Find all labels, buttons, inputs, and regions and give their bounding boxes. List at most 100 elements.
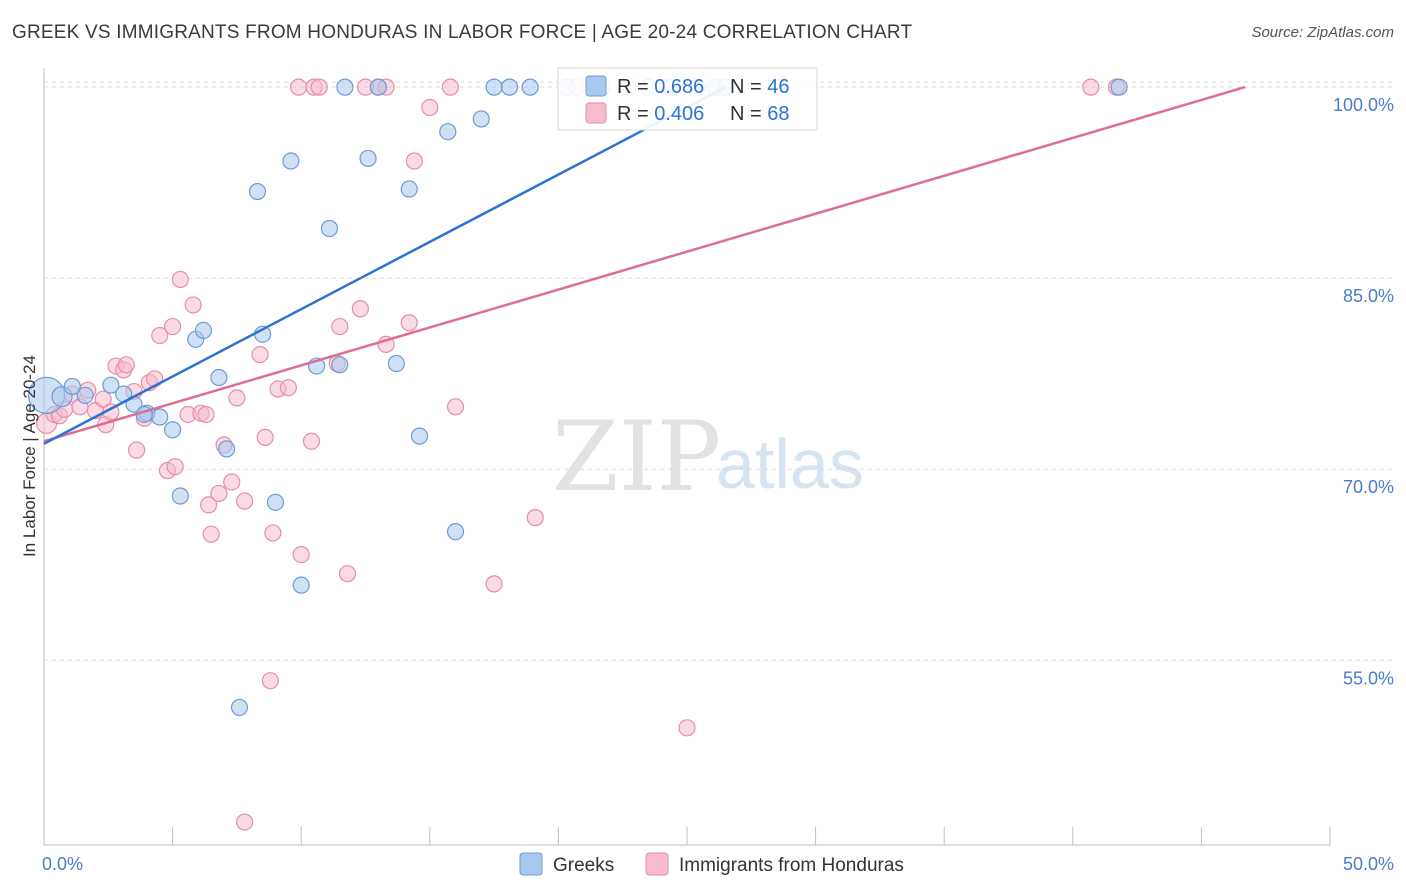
honduras-point-50	[351, 300, 369, 318]
honduras-point-59	[485, 575, 503, 593]
greeks-point-14	[218, 440, 236, 458]
honduras-point-18	[145, 370, 164, 388]
honduras-point-27	[197, 405, 215, 424]
stats-legend: R = 0.686 N = 46 R = 0.406 N = 68	[557, 67, 818, 131]
honduras-point-56	[421, 98, 439, 117]
honduras-point-13	[117, 356, 135, 374]
greeks-point-10	[171, 487, 189, 505]
greeks-point-13	[210, 368, 228, 387]
honduras-point-65	[1082, 78, 1100, 96]
honduras-r-label: R =	[617, 103, 654, 125]
honduras-n-label: N =	[730, 103, 767, 125]
greeks-point-15	[230, 698, 249, 717]
greeks-point-4	[102, 376, 120, 394]
bottom-legend-label-greeks: Greeks	[553, 855, 614, 876]
greeks-point-28	[400, 180, 418, 198]
greeks-point-24	[336, 78, 354, 96]
honduras-point-37	[256, 428, 274, 446]
legend-swatch-greeks	[585, 75, 607, 97]
honduras-point-55	[400, 314, 418, 332]
greeks-point-2	[63, 377, 81, 396]
honduras-point-25	[184, 296, 202, 314]
honduras-point-39	[264, 524, 282, 542]
honduras-point-54	[405, 152, 423, 170]
y-tick-label-1: 70.0%	[1343, 477, 1394, 497]
greeks-point-20	[292, 576, 310, 594]
honduras-point-23	[171, 270, 189, 289]
bottom-legend-label-honduras: Immigrants from Honduras	[679, 855, 904, 876]
greeks-point-44	[1110, 78, 1128, 96]
greeks-point-22	[320, 219, 339, 238]
greeks-point-3	[76, 386, 94, 404]
greeks-point-32	[472, 110, 490, 128]
svg-text:R = 0.686: R = 0.686	[617, 76, 704, 98]
greeks-r-label: R =	[617, 76, 654, 98]
regression-lines	[43, 85, 1246, 445]
legend-swatch-honduras	[585, 102, 607, 124]
honduras-point-30	[210, 484, 228, 503]
y-tick-label-0: 55.0%	[1343, 668, 1394, 688]
bottom-legend-swatch-honduras	[645, 852, 669, 876]
honduras-point-46	[310, 78, 328, 96]
honduras-point-28	[200, 496, 218, 514]
svg-text:R = 0.406: R = 0.406	[617, 103, 704, 125]
honduras-point-22	[166, 458, 184, 476]
honduras-point-21	[164, 317, 182, 336]
greeks-point-30	[439, 123, 457, 141]
honduras-point-32	[223, 473, 241, 491]
greeks-point-16	[248, 182, 267, 201]
honduras-n-value: 68	[767, 103, 789, 125]
greeks-n-value: 46	[767, 76, 789, 98]
svg-text:N = 68: N = 68	[730, 103, 790, 125]
honduras-point-43	[292, 545, 310, 564]
honduras-point-49	[338, 565, 357, 583]
chart-source: Source: ZipAtlas.com	[1251, 24, 1394, 41]
greeks-point-26	[369, 78, 387, 96]
regression-line-honduras	[43, 85, 1246, 443]
honduras-point-42	[290, 78, 308, 96]
regression-line-greeks	[43, 85, 727, 445]
honduras-point-58	[446, 398, 465, 416]
greeks-r-value: 0.686	[654, 76, 704, 98]
greeks-point-33	[485, 78, 503, 96]
honduras-point-15	[127, 441, 146, 459]
bottom-legend-swatch-greeks	[519, 852, 543, 876]
honduras-point-60	[526, 509, 544, 527]
y-tick-labels: 55.0% 70.0% 85.0% 100.0%	[1333, 95, 1394, 688]
honduras-point-48	[331, 317, 349, 336]
greeks-point-25	[359, 149, 377, 168]
axes	[43, 68, 1331, 846]
honduras-r-value: 0.406	[654, 103, 704, 125]
greeks-point-31	[446, 523, 465, 541]
y-tick-label-3: 100.0%	[1333, 95, 1394, 115]
honduras-point-41	[279, 379, 297, 397]
y-tick-label-2: 85.0%	[1343, 286, 1394, 306]
greeks-point-23	[331, 356, 349, 374]
watermark-zip: ZIP	[552, 401, 721, 513]
honduras-point-8	[94, 390, 112, 408]
greeks-point-35	[521, 78, 539, 96]
honduras-point-19	[151, 326, 169, 345]
greeks-point-27	[387, 354, 405, 373]
watermark-atlas: atlas	[716, 425, 864, 503]
bottom-legend: Greeks Immigrants from Honduras	[519, 852, 904, 876]
honduras-point-35	[236, 813, 254, 831]
greeks-point-8	[151, 408, 169, 426]
honduras-point-34	[236, 492, 254, 510]
honduras-point-57	[441, 78, 459, 96]
honduras-point-63	[678, 719, 696, 737]
honduras-point-29	[202, 525, 220, 543]
greeks-point-34	[500, 78, 519, 96]
gridlines	[44, 81, 1394, 661]
greeks-point-19	[282, 152, 300, 170]
greeks-point-12	[194, 321, 213, 339]
y-axis-label: In Labor Force | Age 20-24	[20, 355, 39, 557]
honduras-point-38	[261, 672, 279, 690]
honduras-point-36	[251, 345, 269, 364]
greeks-point-9	[164, 421, 182, 439]
x-tick-label-max: 50.0%	[1343, 854, 1394, 874]
honduras-point-44	[302, 432, 321, 450]
chart-title: GREEK VS IMMIGRANTS FROM HONDURAS IN LAB…	[12, 22, 913, 43]
svg-text:N = 46: N = 46	[730, 76, 790, 98]
